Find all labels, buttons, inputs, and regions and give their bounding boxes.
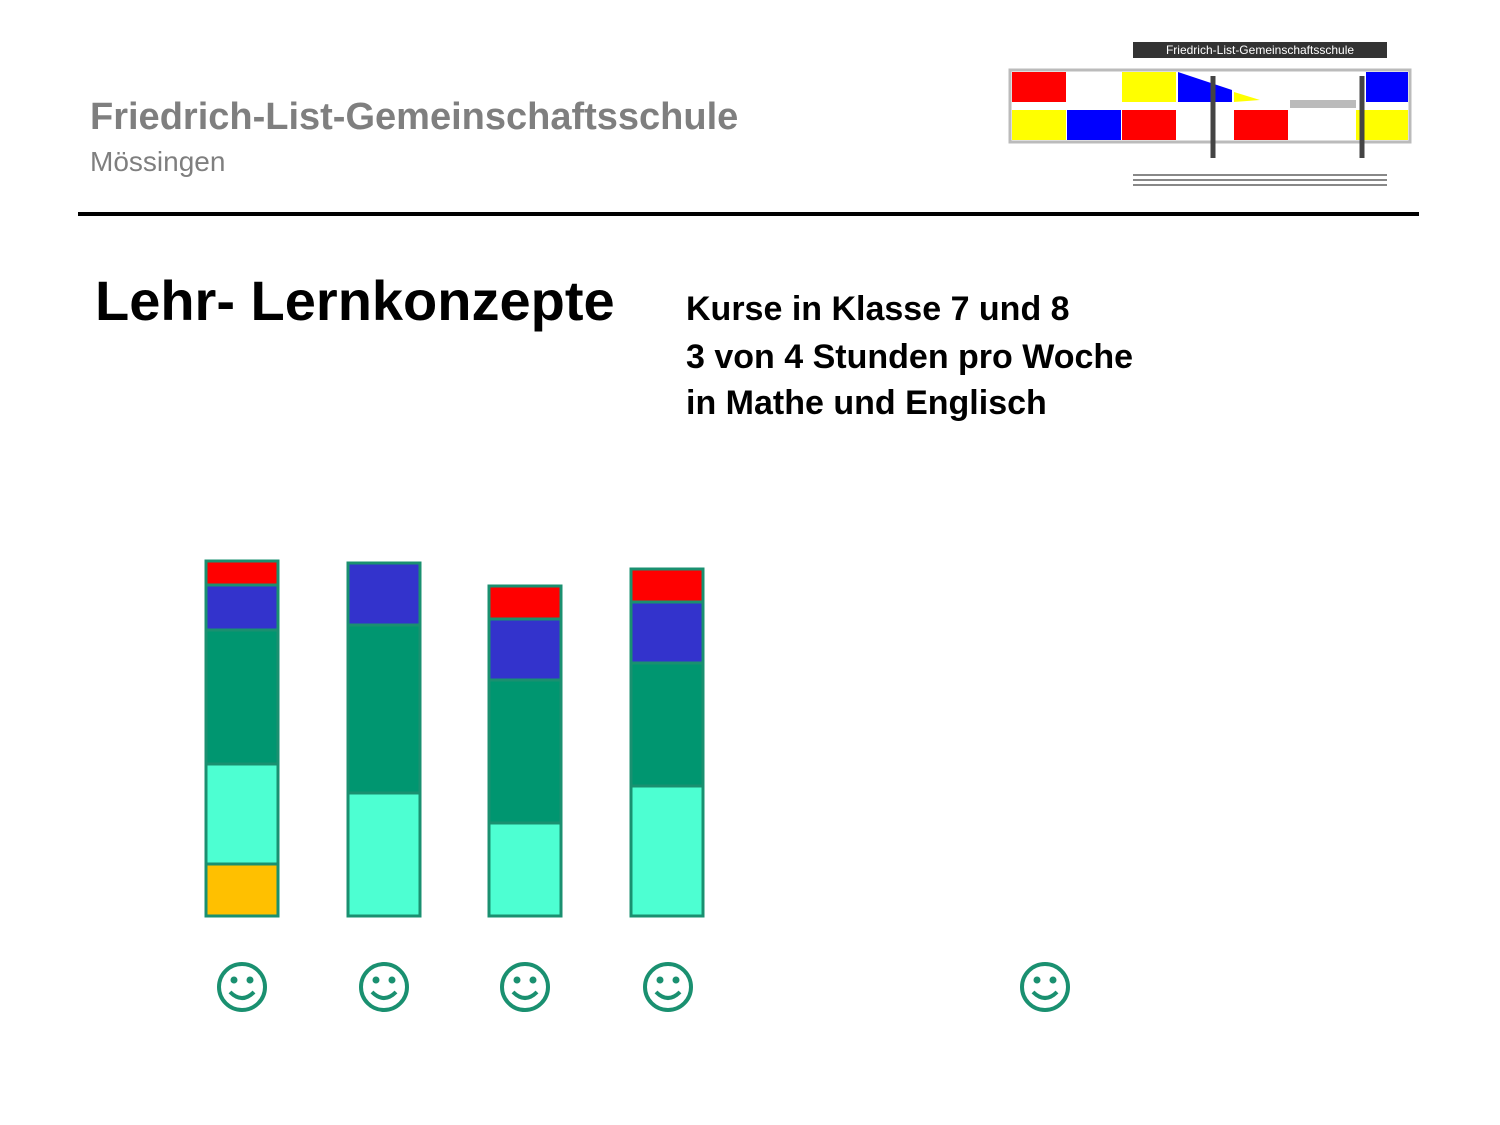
text-line: 3 von 4 Stunden pro Woche [686,338,1133,376]
logo: Friedrich-List-Gemeinschaftsschule [1008,42,1412,186]
header-subtitle: Mössingen [90,146,225,177]
smiley-eye [246,976,254,984]
bar-stack [204,559,280,918]
logo-label: Friedrich-List-Gemeinschaftsschule [1166,43,1354,57]
smiley-mouth [511,990,539,1000]
smiley-eye [529,976,537,984]
smiley-eye [1049,976,1057,984]
text-line: in Mathe und Englisch [686,384,1047,422]
smiley-face [643,962,693,1012]
smiley [359,962,409,1012]
bar-stack [487,584,563,918]
smiley-mouth [1031,990,1059,1000]
smiley-eye [372,976,380,984]
smiley [500,962,550,1012]
smiley-eye [672,976,680,984]
bar-stack [346,561,422,918]
smiley-face [217,962,267,1012]
header-title: Friedrich-List-Gemeinschaftsschule [90,96,738,138]
smiley-eye [230,976,238,984]
smiley-eye [388,976,396,984]
smiley-face [359,962,409,1012]
smileys [217,962,1070,1012]
smiley-face [500,962,550,1012]
smiley [217,962,267,1012]
smiley-eye [656,976,664,984]
smiley [1020,962,1070,1012]
smiley-mouth [370,990,398,1000]
header-rule [78,212,1419,216]
smiley-eye [513,976,521,984]
slide-title: Lehr- Lernkonzepte [95,269,615,332]
bar-stack [629,567,705,918]
smiley-face [1020,962,1070,1012]
text-line: Kurse in Klasse 7 und 8 [686,290,1070,328]
smiley [643,962,693,1012]
smiley-eye [1033,976,1041,984]
smiley-mouth [654,990,682,1000]
smiley-mouth [228,990,256,1000]
